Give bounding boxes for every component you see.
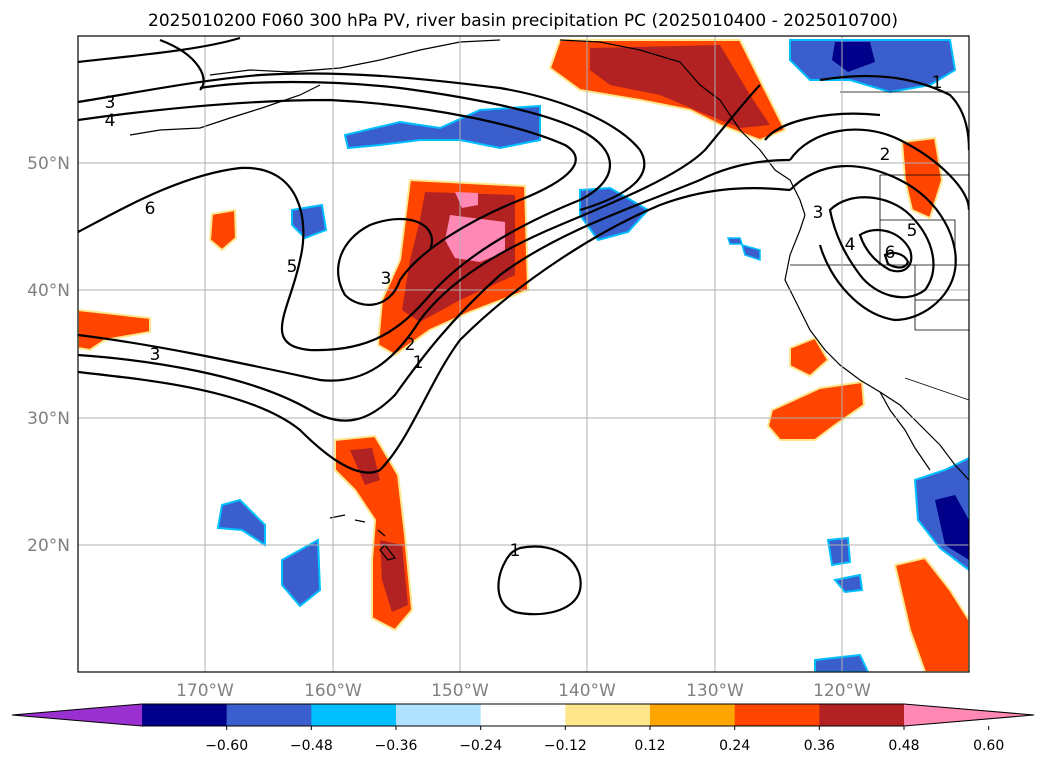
lat-label: 50°N bbox=[27, 154, 70, 174]
pv-label: 1 bbox=[413, 353, 424, 373]
pv-contour-8 bbox=[159, 38, 205, 91]
colorbar-outline bbox=[11, 703, 1035, 727]
pv-label: 5 bbox=[907, 221, 918, 241]
lon-label: 130°W bbox=[686, 681, 744, 701]
positive-region-west-edge bbox=[78, 308, 151, 352]
pv-label: 4 bbox=[105, 111, 116, 131]
lat-label: 30°N bbox=[27, 409, 70, 429]
pv-contour-3 bbox=[78, 84, 761, 382]
pv-label: 6 bbox=[885, 243, 896, 263]
pv-label: 2 bbox=[880, 145, 891, 165]
positive-small-1 bbox=[208, 208, 238, 252]
lon-label: 150°W bbox=[431, 681, 489, 701]
lon-label: 160°W bbox=[304, 681, 362, 701]
pv-contour-trough-6 bbox=[883, 251, 910, 269]
pv-contour-labels: 3 4 6 5 3 2 1 3 1 1 2 3 4 5 6 bbox=[105, 73, 943, 561]
pv-contour-trough-7 bbox=[764, 112, 881, 141]
colorbar-segment bbox=[565, 704, 651, 726]
positive-region-mexico bbox=[893, 556, 969, 672]
negative-region-north-pacific bbox=[343, 104, 541, 150]
colorbar-segment bbox=[480, 704, 566, 726]
colorbar-extend-high bbox=[904, 704, 1034, 726]
colorbar-tick-label: 0.48 bbox=[888, 738, 919, 754]
negative-small-4 bbox=[726, 237, 761, 262]
pv-contour-trough-3 bbox=[789, 165, 957, 322]
pv-contour-trough-5 bbox=[858, 228, 913, 273]
lon-label: 140°W bbox=[558, 681, 616, 701]
colorbar-tick-label: 0.36 bbox=[804, 738, 835, 754]
colorbar-segment bbox=[142, 704, 228, 726]
strong-positive-subtropics bbox=[350, 448, 408, 612]
colorbar-tick-label: −0.36 bbox=[375, 738, 418, 754]
pv-contour-6 bbox=[78, 72, 646, 212]
pv-contour-outer bbox=[78, 187, 791, 474]
pv-contour-5 bbox=[78, 98, 577, 306]
colorbar-segment bbox=[650, 704, 736, 726]
colorbar-tick-label: 0.60 bbox=[973, 738, 1004, 754]
colorbar-tick-label: −0.60 bbox=[205, 738, 248, 754]
lon-label: 170°W bbox=[176, 681, 234, 701]
pv-label: 5 bbox=[287, 257, 298, 277]
pv-label: 4 bbox=[845, 235, 856, 255]
pv-label: 6 bbox=[145, 199, 156, 219]
longitude-labels: 170°W 160°W 150°W 140°W 130°W 120°W bbox=[176, 681, 871, 701]
colorbar-segment bbox=[819, 704, 905, 726]
pv-contour-2 bbox=[78, 158, 791, 422]
negative-region-west-3 bbox=[281, 538, 322, 608]
alaska-coast bbox=[209, 39, 806, 216]
pv-label: 1 bbox=[510, 541, 521, 561]
pv-label: 1 bbox=[932, 73, 943, 93]
pv-contour-trough-1 bbox=[819, 74, 969, 151]
pv-label: 3 bbox=[381, 269, 392, 289]
map-frame bbox=[77, 35, 970, 673]
colorbar-segment bbox=[734, 704, 820, 726]
pv-label: 2 bbox=[405, 335, 416, 355]
colorbar-extend-low bbox=[12, 704, 142, 726]
pv-contour-7 bbox=[78, 36, 241, 64]
lat-label: 40°N bbox=[27, 281, 70, 301]
colorbar: −0.60 −0.48 −0.36 −0.24 −0.12 0.12 0.24 0.36 0.4… bbox=[11, 703, 1035, 754]
border-us-mexico bbox=[904, 377, 969, 401]
pv-contour-trough-4 bbox=[828, 196, 935, 299]
positive-region-northwest bbox=[900, 136, 944, 220]
pv-label: 3 bbox=[150, 345, 161, 365]
colorbar-tick-label: 0.24 bbox=[719, 738, 750, 754]
lon-label: 120°W bbox=[813, 681, 871, 701]
colorbar-segment bbox=[226, 704, 312, 726]
baja-coast bbox=[879, 391, 931, 471]
colorbar-tick-label: 0.12 bbox=[634, 738, 665, 754]
positive-region-california-2 bbox=[766, 380, 866, 441]
pv-label: 3 bbox=[105, 93, 116, 113]
pv-label: 3 bbox=[813, 203, 824, 223]
pv-contours bbox=[78, 36, 969, 616]
coastlines bbox=[129, 39, 969, 561]
strong-negative-mexico bbox=[935, 495, 969, 560]
latitude-labels: 50°N 40°N 30°N 20°N bbox=[27, 154, 70, 556]
west-coast bbox=[784, 214, 969, 481]
map-title: 2025010200 F060 300 hPa PV, river basin … bbox=[148, 11, 898, 31]
colorbar-segment bbox=[311, 704, 397, 726]
aleutians bbox=[129, 84, 321, 136]
colorbar-tick-label: −0.48 bbox=[290, 738, 333, 754]
positive-region-california-1 bbox=[789, 336, 830, 378]
colorbar-tick-label: −0.24 bbox=[459, 738, 502, 754]
pv-contour-pacific-loop bbox=[497, 545, 582, 616]
lat-label: 20°N bbox=[27, 536, 70, 556]
hawaii bbox=[329, 514, 397, 561]
strong-negative-bc bbox=[832, 42, 875, 72]
gridlines bbox=[78, 36, 969, 672]
map-area: 3 4 6 5 3 2 1 3 1 1 2 3 4 5 6 bbox=[78, 36, 969, 672]
colorbar-segment bbox=[396, 704, 482, 726]
negative-small-1 bbox=[826, 536, 852, 567]
pv-contour-4 bbox=[78, 80, 611, 352]
pv-contour-trough-2 bbox=[789, 128, 969, 211]
colorbar-tick-label: −0.12 bbox=[544, 738, 587, 754]
